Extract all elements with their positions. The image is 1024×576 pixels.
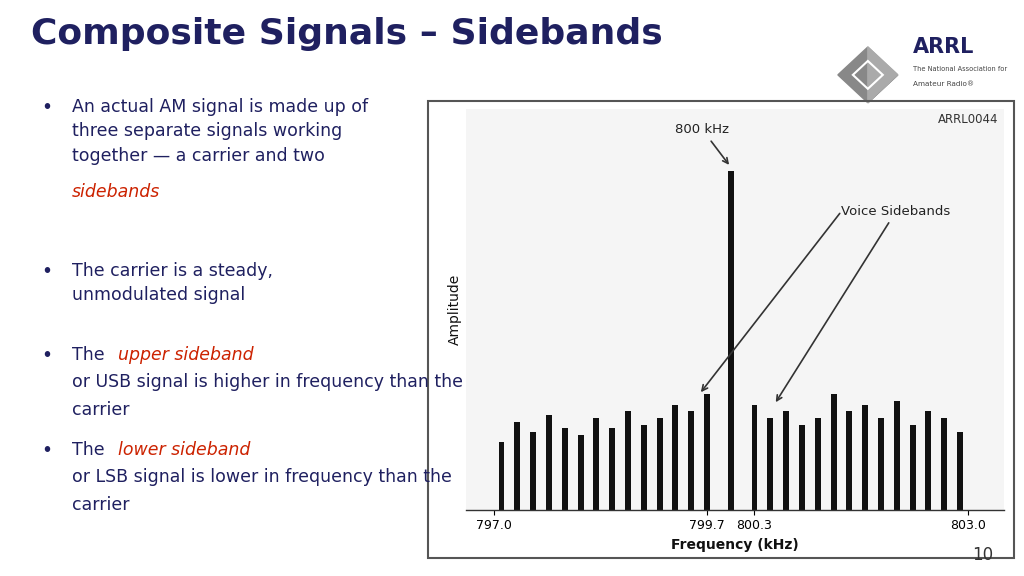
Bar xyxy=(783,411,790,510)
Bar xyxy=(514,422,520,510)
Bar xyxy=(926,411,932,510)
Text: The: The xyxy=(72,346,110,363)
Bar xyxy=(578,435,584,510)
Text: •: • xyxy=(41,441,52,460)
Bar xyxy=(909,425,915,510)
Text: lower sideband: lower sideband xyxy=(118,441,250,458)
Text: 800 kHz: 800 kHz xyxy=(676,123,729,164)
Bar xyxy=(941,418,947,510)
Bar xyxy=(530,432,537,510)
Bar xyxy=(641,425,647,510)
Bar xyxy=(767,418,773,510)
Text: 10: 10 xyxy=(972,547,993,564)
Bar xyxy=(847,411,852,510)
Bar xyxy=(815,418,820,510)
Bar xyxy=(625,411,631,510)
Bar xyxy=(894,401,900,510)
Bar xyxy=(878,418,884,510)
Bar xyxy=(957,432,963,510)
Text: The National Association for: The National Association for xyxy=(912,66,1007,71)
Text: ARRL: ARRL xyxy=(912,37,974,57)
Bar xyxy=(799,425,805,510)
Bar xyxy=(546,415,552,510)
Text: •: • xyxy=(41,98,52,117)
Bar xyxy=(705,395,710,510)
Text: or LSB signal is lower in frequency than the: or LSB signal is lower in frequency than… xyxy=(72,468,452,486)
Text: sidebands: sidebands xyxy=(72,183,160,201)
Polygon shape xyxy=(868,75,898,103)
Text: •: • xyxy=(41,346,52,365)
Text: carrier: carrier xyxy=(72,401,129,419)
Polygon shape xyxy=(838,47,868,103)
X-axis label: Frequency (kHz): Frequency (kHz) xyxy=(671,538,799,552)
Text: ARRL0044: ARRL0044 xyxy=(938,113,998,127)
Text: Composite Signals – Sidebands: Composite Signals – Sidebands xyxy=(31,17,663,51)
Bar xyxy=(593,418,599,510)
Bar xyxy=(562,429,567,510)
Polygon shape xyxy=(868,47,898,103)
Text: Amateur Radio®: Amateur Radio® xyxy=(912,81,974,87)
Bar xyxy=(656,418,663,510)
Text: The: The xyxy=(72,441,110,458)
Y-axis label: Amplitude: Amplitude xyxy=(447,274,462,345)
Bar xyxy=(609,429,615,510)
Bar xyxy=(752,404,758,510)
Text: or USB signal is higher in frequency than the: or USB signal is higher in frequency tha… xyxy=(72,373,463,391)
Bar xyxy=(830,395,837,510)
Bar xyxy=(728,170,734,510)
Text: Voice Sidebands: Voice Sidebands xyxy=(777,204,950,401)
Polygon shape xyxy=(868,47,898,75)
Text: The carrier is a steady,
unmodulated signal: The carrier is a steady, unmodulated sig… xyxy=(72,262,272,304)
Text: •: • xyxy=(41,262,52,281)
Bar xyxy=(688,411,694,510)
Bar xyxy=(499,442,505,510)
Bar xyxy=(862,404,868,510)
Text: An actual AM signal is made up of
three separate signals working
together — a ca: An actual AM signal is made up of three … xyxy=(72,98,368,165)
Text: carrier: carrier xyxy=(72,496,129,514)
Text: upper sideband: upper sideband xyxy=(118,346,253,363)
Bar xyxy=(673,404,678,510)
